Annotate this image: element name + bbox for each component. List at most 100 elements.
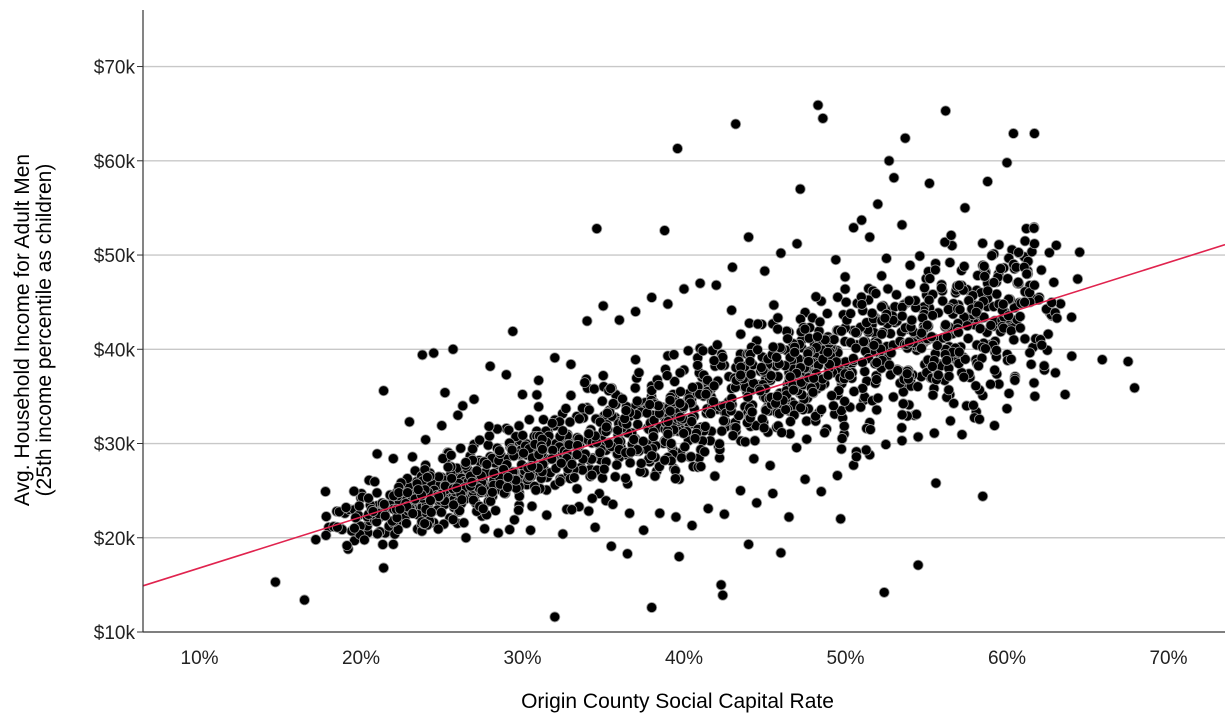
data-point — [404, 416, 415, 428]
data-point — [320, 529, 332, 541]
data-point — [525, 524, 536, 536]
data-point — [436, 506, 447, 518]
data-point — [916, 327, 927, 339]
data-point — [481, 458, 493, 470]
data-point — [718, 508, 730, 520]
data-point — [571, 449, 583, 461]
data-point — [905, 278, 916, 290]
data-point — [977, 490, 989, 502]
data-point — [448, 499, 459, 511]
data-point — [1029, 238, 1040, 250]
data-point — [899, 132, 911, 144]
data-point — [1048, 276, 1060, 288]
data-point — [803, 356, 814, 367]
data-point — [402, 487, 413, 498]
y-tick-label: $40k — [94, 340, 136, 361]
data-point — [871, 404, 883, 416]
data-point — [601, 421, 612, 433]
data-point — [689, 433, 701, 444]
data-point — [733, 410, 745, 421]
data-point — [646, 292, 658, 303]
data-point — [1024, 287, 1035, 298]
data-point — [320, 486, 331, 497]
data-point — [765, 370, 777, 381]
data-point — [474, 434, 486, 446]
data-point — [594, 447, 606, 459]
data-point — [597, 370, 609, 382]
data-point — [954, 304, 966, 316]
data-point — [816, 404, 827, 415]
data-point — [1028, 377, 1040, 389]
data-point — [715, 579, 727, 591]
data-point — [826, 390, 838, 401]
data-point — [687, 382, 698, 393]
data-point — [518, 447, 529, 459]
data-point — [791, 238, 803, 250]
data-point — [939, 236, 951, 248]
data-point — [1005, 325, 1017, 337]
data-point — [456, 494, 468, 506]
data-point — [768, 299, 780, 311]
data-point — [468, 393, 480, 405]
data-point — [507, 325, 519, 337]
data-point — [817, 112, 829, 124]
data-point — [924, 273, 936, 284]
y-tick-label: $60k — [94, 152, 136, 173]
data-point — [937, 295, 949, 307]
data-point — [783, 511, 795, 523]
data-point — [945, 415, 956, 427]
data-point — [340, 502, 352, 513]
data-point — [901, 368, 913, 380]
data-point — [959, 353, 971, 365]
data-point — [856, 299, 868, 310]
data-point — [513, 420, 525, 432]
data-point — [995, 263, 1007, 274]
data-point — [709, 470, 721, 482]
data-point — [880, 439, 892, 450]
data-point — [962, 333, 974, 344]
data-point — [1072, 273, 1084, 285]
data-point — [348, 485, 360, 497]
data-point — [872, 392, 884, 404]
data-point — [581, 315, 593, 327]
data-point — [565, 358, 577, 370]
data-point — [1024, 347, 1036, 359]
data-point — [517, 430, 529, 441]
data-point — [694, 277, 706, 289]
fit-line — [142, 243, 1225, 587]
data-point — [460, 457, 472, 468]
data-point — [1050, 239, 1062, 251]
data-point — [452, 409, 464, 421]
data-point — [686, 520, 698, 531]
x-tick-label: 30% — [503, 648, 541, 669]
axes — [137, 10, 1225, 633]
data-point — [970, 380, 982, 392]
data-point — [502, 482, 513, 493]
data-point — [1029, 128, 1040, 139]
data-point — [665, 438, 677, 449]
data-point — [648, 431, 659, 443]
data-point — [622, 548, 633, 560]
data-point — [974, 413, 985, 425]
data-point — [609, 471, 621, 483]
data-point — [445, 449, 457, 461]
data-point — [716, 425, 728, 437]
data-point — [493, 445, 505, 457]
data-point — [887, 391, 899, 403]
data-point — [635, 458, 647, 469]
data-point — [1074, 246, 1086, 258]
data-point — [455, 442, 467, 454]
data-point — [941, 354, 953, 366]
data-point — [1096, 354, 1108, 366]
data-point — [799, 323, 811, 335]
data-point — [856, 214, 868, 226]
data-point — [601, 407, 613, 419]
data-point — [749, 435, 761, 447]
data-point — [433, 471, 445, 483]
data-point — [932, 369, 944, 381]
data-point — [699, 421, 711, 432]
data-point — [870, 288, 882, 299]
x-tick-label: 50% — [826, 648, 864, 669]
data-point — [708, 355, 720, 366]
data-point — [730, 118, 742, 130]
